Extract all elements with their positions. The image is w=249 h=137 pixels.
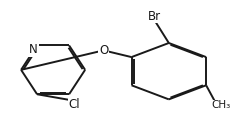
- Text: N: N: [29, 43, 38, 56]
- Text: CH₃: CH₃: [211, 100, 230, 110]
- Text: O: O: [99, 44, 108, 57]
- Text: Cl: Cl: [68, 98, 80, 111]
- Text: Br: Br: [147, 10, 161, 23]
